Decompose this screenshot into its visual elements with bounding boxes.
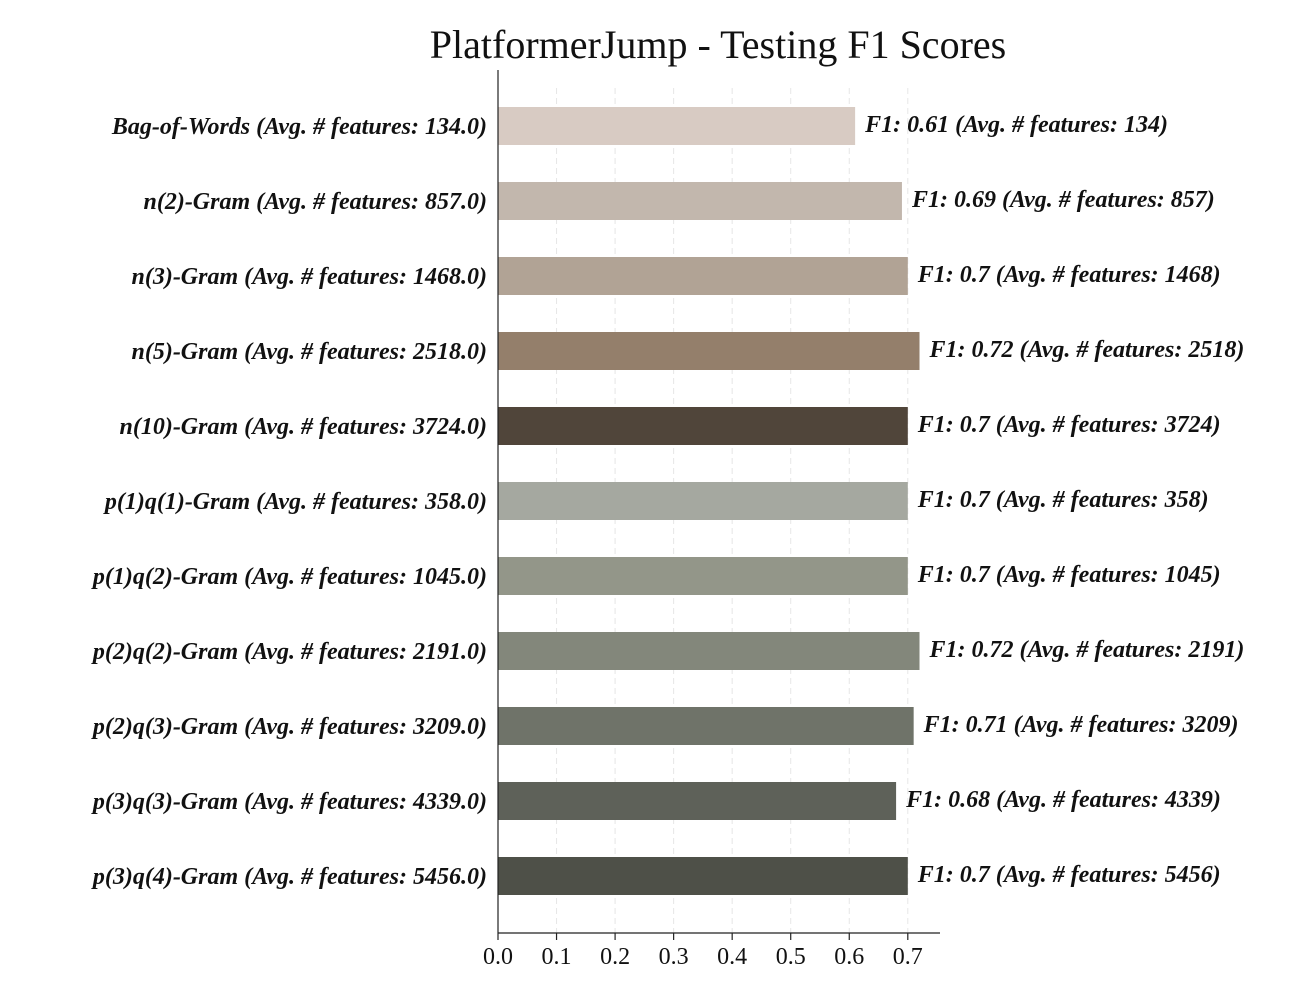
data-label: F1: 0.7 (Avg. # features: 1045) xyxy=(917,562,1221,588)
category-label: n(3)-Gram (Avg. # features: 1468.0) xyxy=(131,264,487,290)
x-tick-label: 0.7 xyxy=(893,944,923,970)
data-label: F1: 0.72 (Avg. # features: 2191) xyxy=(929,637,1245,663)
x-axis-ticks: 0.0 0.1 0.2 0.3 0.4 0.5 0.6 0.7 xyxy=(483,933,923,970)
x-tick-label: 0.6 xyxy=(834,944,864,970)
bar xyxy=(498,782,897,820)
category-label: n(5)-Gram (Avg. # features: 2518.0) xyxy=(131,339,487,365)
data-labels: F1: 0.61 (Avg. # features: 134) F1: 0.69 … xyxy=(864,112,1244,888)
data-label: F1: 0.7 (Avg. # features: 5456) xyxy=(917,862,1221,888)
category-label: p(1)q(1)-Gram (Avg. # features: 358.0) xyxy=(103,489,487,515)
data-label: F1: 0.7 (Avg. # features: 1468) xyxy=(917,262,1221,288)
bar xyxy=(498,182,902,220)
category-label: p(2)q(2)-Gram (Avg. # features: 2191.0) xyxy=(91,639,487,665)
x-tick-label: 0.4 xyxy=(717,944,747,970)
bar xyxy=(498,332,920,370)
data-label: F1: 0.61 (Avg. # features: 134) xyxy=(864,112,1168,138)
category-label: Bag-of-Words (Avg. # features: 134.0) xyxy=(111,114,487,140)
data-label: F1: 0.7 (Avg. # features: 3724) xyxy=(917,412,1221,438)
category-label: n(2)-Gram (Avg. # features: 857.0) xyxy=(143,189,487,215)
data-label: F1: 0.7 (Avg. # features: 358) xyxy=(917,487,1209,513)
category-label: p(3)q(3)-Gram (Avg. # features: 4339.0) xyxy=(91,789,487,815)
x-tick-label: 0.5 xyxy=(776,944,806,970)
x-tick-label: 0.0 xyxy=(483,944,513,970)
x-tick-label: 0.3 xyxy=(659,944,689,970)
bar xyxy=(498,632,920,670)
category-label: p(1)q(2)-Gram (Avg. # features: 1045.0) xyxy=(91,564,487,590)
category-label: p(3)q(4)-Gram (Avg. # features: 5456.0) xyxy=(91,864,487,890)
category-label: p(2)q(3)-Gram (Avg. # features: 3209.0) xyxy=(91,714,487,740)
category-labels: Bag-of-Words (Avg. # features: 134.0) n(2… xyxy=(91,114,487,890)
bars xyxy=(498,107,920,895)
bar xyxy=(498,107,856,145)
category-label: n(10)-Gram (Avg. # features: 3724.0) xyxy=(119,414,487,440)
data-label: F1: 0.72 (Avg. # features: 2518) xyxy=(929,337,1245,363)
data-label: F1: 0.71 (Avg. # features: 3209) xyxy=(923,712,1239,738)
chart-title: PlatformerJump - Testing F1 Scores xyxy=(430,22,1006,67)
bar xyxy=(498,857,908,895)
bar xyxy=(498,257,908,295)
bar xyxy=(498,707,914,745)
bar xyxy=(498,482,908,520)
x-tick-label: 0.2 xyxy=(600,944,630,970)
bar xyxy=(498,557,908,595)
data-label: F1: 0.69 (Avg. # features: 857) xyxy=(911,187,1215,213)
data-label: F1: 0.68 (Avg. # features: 4339) xyxy=(905,787,1221,813)
bar xyxy=(498,407,908,445)
x-tick-label: 0.1 xyxy=(542,944,572,970)
